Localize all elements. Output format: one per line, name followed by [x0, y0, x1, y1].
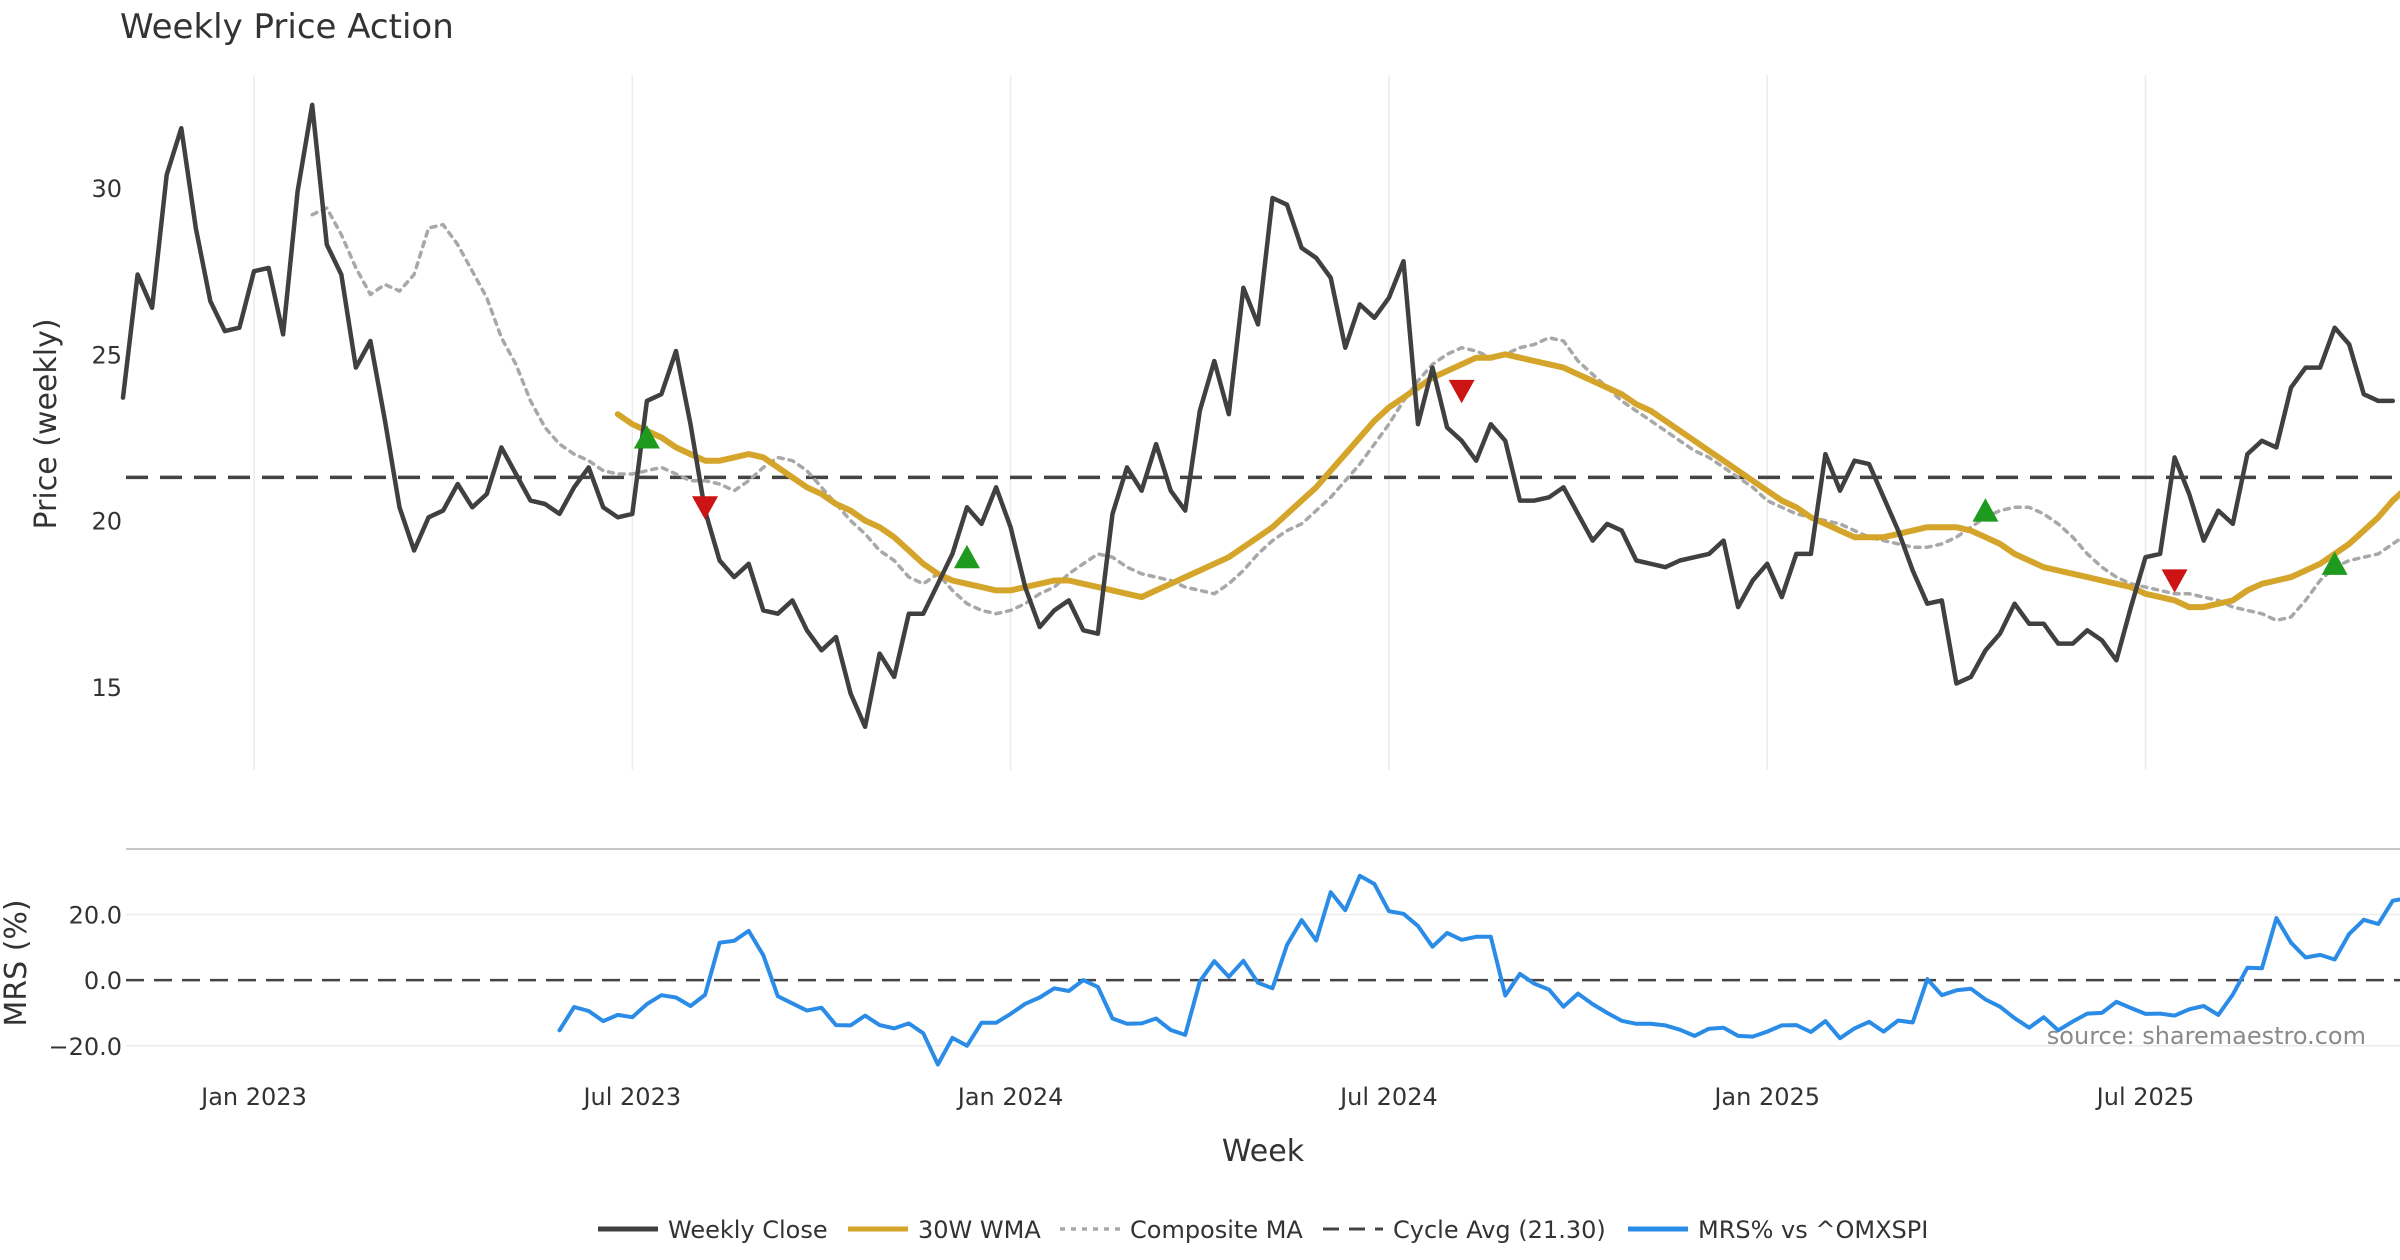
- mrs-series: [557, 873, 2400, 1067]
- chart-title: Weekly Price Action: [120, 7, 454, 47]
- price-y-tick-label: 25: [91, 341, 122, 369]
- legend: Weekly Close 30W WMA Composite MA Cycle Avg…: [598, 1216, 1928, 1244]
- sell-signal-marker: [692, 496, 719, 520]
- x-tick-label: Jul 2024: [1338, 1083, 1438, 1111]
- signal-markers: [633, 379, 2348, 593]
- x-tick-label: Jul 2023: [581, 1083, 681, 1111]
- x-tick-label: Jan 2024: [956, 1083, 1064, 1111]
- buy-signal-marker: [953, 544, 980, 569]
- buy-signal-marker: [2321, 551, 2348, 575]
- sell-signal-marker: [2161, 569, 2188, 593]
- price-y-tick-label: 20: [91, 508, 122, 536]
- source-credit: source: sharemaestro.com: [2047, 1022, 2366, 1050]
- wma-30w-series: [614, 351, 2400, 611]
- legend-label: Composite MA: [1130, 1216, 1303, 1244]
- mrs-gridlines: [126, 913, 2400, 1047]
- composite-ma-series: [310, 206, 2400, 623]
- price-y-ticks: 15 20 25 30: [91, 175, 122, 702]
- x-ticks: Jan 2023 Jul 2023 Jan 2024 Jul 2024 Jan 2025…: [199, 1083, 2194, 1111]
- x-axis-label: Week: [1222, 1134, 1305, 1169]
- mrs-y-ticks: 20.0 0.0 −20.0: [48, 902, 122, 1061]
- weekly-close-series: [120, 102, 2396, 730]
- buy-signal-marker: [633, 425, 660, 449]
- legend-label: Weekly Close: [668, 1216, 828, 1244]
- legend-wma-30w: 30W WMA: [848, 1216, 1041, 1244]
- mrs-y-tick-label: 0.0: [84, 967, 122, 995]
- x-tick-label: Jan 2023: [199, 1083, 307, 1111]
- price-y-tick-label: 15: [91, 674, 122, 702]
- legend-cycle-avg: Cycle Avg (21.30): [1323, 1216, 1606, 1244]
- legend-label: MRS% vs ^OMXSPI: [1698, 1216, 1928, 1244]
- x-tick-label: Jul 2025: [2095, 1083, 2195, 1111]
- mrs-y-tick-label: −20.0: [48, 1033, 122, 1061]
- x-tick-label: Jan 2025: [1712, 1083, 1820, 1111]
- price-gridlines: [253, 75, 2147, 770]
- price-y-axis-label: Price (weekly): [29, 318, 64, 529]
- legend-composite-ma: Composite MA: [1060, 1216, 1303, 1244]
- price-y-tick-label: 30: [91, 175, 122, 203]
- sell-signal-marker: [1448, 379, 1475, 404]
- legend-label: Cycle Avg (21.30): [1393, 1216, 1606, 1244]
- legend-weekly-close: Weekly Close: [598, 1216, 828, 1244]
- mrs-y-tick-label: 20.0: [69, 902, 122, 930]
- legend-mrs: MRS% vs ^OMXSPI: [1628, 1216, 1928, 1244]
- buy-signal-marker: [1972, 498, 1999, 522]
- mrs-y-axis-label: MRS (%): [0, 899, 34, 1026]
- legend-label: 30W WMA: [918, 1216, 1041, 1244]
